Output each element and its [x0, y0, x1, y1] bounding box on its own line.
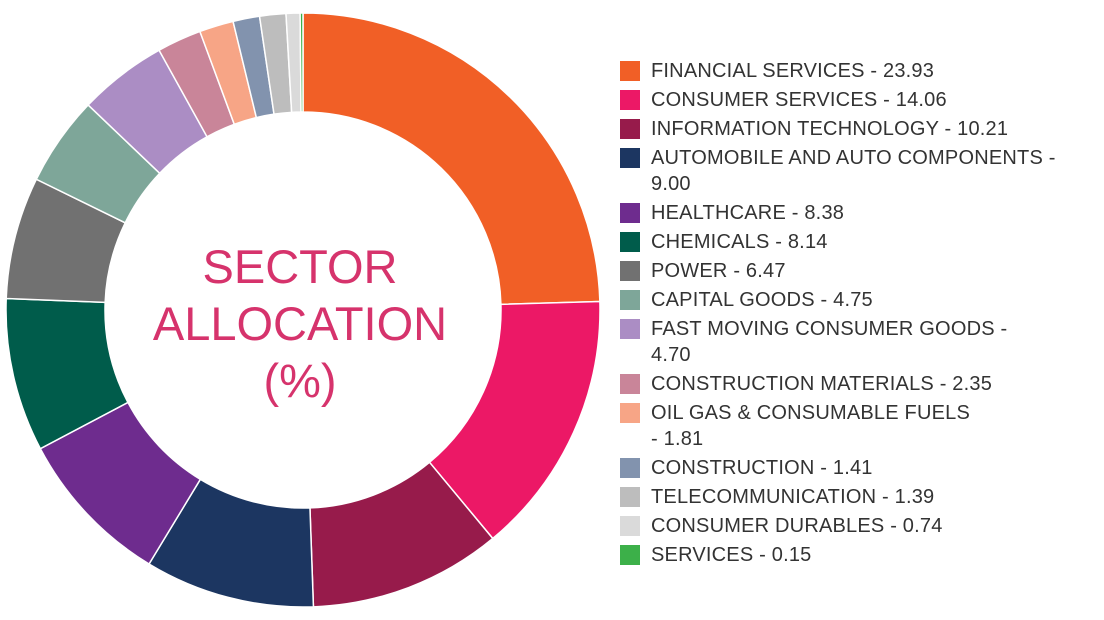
legend-label-line: OIL GAS & CONSUMABLE FUELS [651, 402, 970, 424]
legend-item: SERVICES - 0.15 [620, 542, 1100, 568]
legend-swatch [620, 148, 640, 168]
legend-label: CAPITAL GOODS - 4.75 [651, 287, 873, 313]
legend-swatch [620, 61, 640, 81]
legend-swatch [620, 516, 640, 536]
legend-label-line: AUTOMOBILE AND AUTO COMPONENTS - [651, 147, 1056, 169]
legend-swatch [620, 119, 640, 139]
legend: FINANCIAL SERVICES - 23.93 CONSUMER SERVI… [620, 58, 1100, 571]
legend-swatch [620, 261, 640, 281]
legend-label: INFORMATION TECHNOLOGY - 10.21 [651, 116, 1008, 142]
legend-item: CONSUMER SERVICES - 14.06 [620, 87, 1100, 113]
legend-item: FINANCIAL SERVICES - 23.93 [620, 58, 1100, 84]
legend-item: INFORMATION TECHNOLOGY - 10.21 [620, 116, 1100, 142]
legend-item: AUTOMOBILE AND AUTO COMPONENTS - 9.00 [620, 145, 1100, 197]
chart-title: SECTOR ALLOCATION (%) [120, 238, 480, 409]
legend-label: TELECOMMUNICATION - 1.39 [651, 484, 934, 510]
legend-label-line: CONSTRUCTION - 1.41 [651, 457, 873, 479]
legend-swatch [620, 403, 640, 423]
chart-title-line: SECTOR [202, 240, 398, 293]
legend-label-line: INFORMATION TECHNOLOGY - 10.21 [651, 118, 1009, 140]
legend-label: CHEMICALS - 8.14 [651, 229, 828, 255]
pie-slice [299, 12, 304, 113]
legend-label: CONSTRUCTION MATERIALS - 2.35 [651, 371, 992, 397]
legend-label-line: FAST MOVING CONSUMER GOODS - [651, 318, 1008, 340]
legend-swatch [620, 319, 640, 339]
legend-item: TELECOMMUNICATION - 1.39 [620, 484, 1100, 510]
legend-label: CONSTRUCTION - 1.41 [651, 455, 873, 481]
legend-label-line: CONSUMER SERVICES - 14.06 [651, 89, 947, 111]
legend-item: CONSTRUCTION MATERIALS - 2.35 [620, 371, 1100, 397]
legend-item: CHEMICALS - 8.14 [620, 229, 1100, 255]
legend-item: POWER - 6.47 [620, 258, 1100, 284]
legend-label-line: TELECOMMUNICATION - 1.39 [651, 486, 935, 508]
legend-label: HEALTHCARE - 8.38 [651, 200, 844, 226]
legend-label-line: FINANCIAL SERVICES - 23.93 [651, 60, 935, 82]
legend-label-line: - 1.81 [651, 428, 704, 450]
legend-label: CONSUMER DURABLES - 0.74 [651, 513, 943, 539]
legend-swatch [620, 232, 640, 252]
legend-swatch [620, 90, 640, 110]
legend-label-line: 9.00 [651, 173, 691, 195]
legend-label: SERVICES - 0.15 [651, 542, 811, 568]
legend-label-line: 4.70 [651, 344, 691, 366]
legend-swatch [620, 487, 640, 507]
legend-swatch [620, 458, 640, 478]
legend-label-line: CONSTRUCTION MATERIALS - 2.35 [651, 373, 993, 395]
legend-label-line: CAPITAL GOODS - 4.75 [651, 289, 873, 311]
legend-label: FAST MOVING CONSUMER GOODS - 4.70 [651, 316, 1007, 368]
legend-label: CONSUMER SERVICES - 14.06 [651, 87, 947, 113]
legend-label-line: POWER - 6.47 [651, 260, 786, 282]
legend-swatch [620, 203, 640, 223]
legend-label: POWER - 6.47 [651, 258, 786, 284]
chart-title-line: (%) [263, 354, 337, 407]
legend-label: FINANCIAL SERVICES - 23.93 [651, 58, 934, 84]
chart-title-line: ALLOCATION [152, 297, 448, 350]
legend-swatch [620, 545, 640, 565]
legend-swatch [620, 374, 640, 394]
legend-item: CONSTRUCTION - 1.41 [620, 455, 1100, 481]
legend-item: CONSUMER DURABLES - 0.74 [620, 513, 1100, 539]
legend-label-line: CONSUMER DURABLES - 0.74 [651, 515, 943, 537]
legend-item: HEALTHCARE - 8.38 [620, 200, 1100, 226]
legend-label: OIL GAS & CONSUMABLE FUELS - 1.81 [651, 400, 970, 452]
donut-chart [5, 12, 601, 608]
pie-slice [302, 12, 601, 306]
legend-swatch [620, 290, 640, 310]
legend-label-line: SERVICES - 0.15 [651, 544, 812, 566]
legend-label: AUTOMOBILE AND AUTO COMPONENTS - 9.00 [651, 145, 1056, 197]
legend-item: FAST MOVING CONSUMER GOODS - 4.70 [620, 316, 1100, 368]
legend-item: CAPITAL GOODS - 4.75 [620, 287, 1100, 313]
legend-label-line: CHEMICALS - 8.14 [651, 231, 828, 253]
legend-label-line: HEALTHCARE - 8.38 [651, 202, 845, 224]
legend-item: OIL GAS & CONSUMABLE FUELS - 1.81 [620, 400, 1100, 452]
